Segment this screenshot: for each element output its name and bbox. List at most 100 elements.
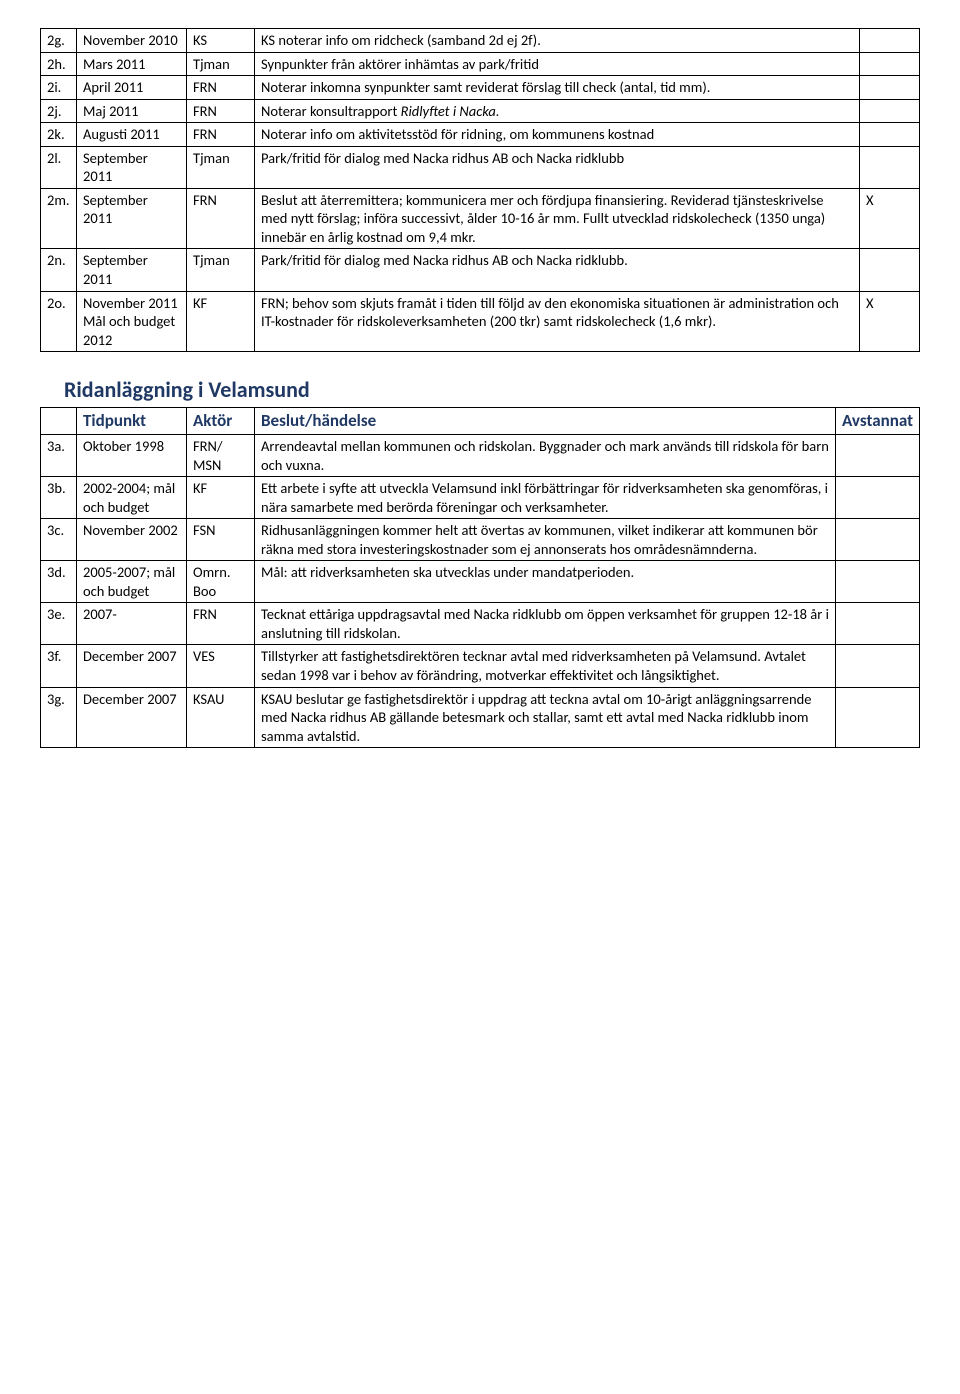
cell-id: 2m.: [41, 188, 77, 249]
cell-id: 3a.: [41, 434, 77, 476]
table-row: 2j.Maj 2011FRNNoterar konsultrapport Rid…: [41, 99, 920, 123]
cell-desc: Ett arbete i syfte att utveckla Velamsun…: [255, 477, 836, 519]
cell-actor: Omrn. Boo: [187, 561, 255, 603]
cell-id: 2l.: [41, 146, 77, 188]
table-row: 3d.2005-2007; mål och budgetOmrn. BooMål…: [41, 561, 920, 603]
table-header-row: Tidpunkt Aktör Beslut/händelse Avstannat: [41, 408, 920, 435]
table-row: 2m.September 2011FRNBeslut att återremit…: [41, 188, 920, 249]
cell-time: November 2010: [77, 29, 187, 53]
cell-flag: [860, 52, 920, 76]
cell-actor: KF: [187, 291, 255, 352]
cell-id: 2o.: [41, 291, 77, 352]
cell-actor: Tjman: [187, 146, 255, 188]
cell-desc: KSAU beslutar ge fastighetsdirektör i up…: [255, 687, 836, 748]
cell-actor: FRN: [187, 76, 255, 100]
cell-id: 3d.: [41, 561, 77, 603]
cell-time: Augusti 2011: [77, 123, 187, 147]
cell-flag: [860, 29, 920, 53]
table-row: 3g.December 2007KSAUKSAU beslutar ge fas…: [41, 687, 920, 748]
cell-desc: Noterar info om aktivitetsstöd för ridni…: [255, 123, 860, 147]
cell-id: 2h.: [41, 52, 77, 76]
table-row: 3f.December 2007VESTillstyrker att fasti…: [41, 645, 920, 687]
cell-actor: FRN: [187, 188, 255, 249]
table-2: Tidpunkt Aktör Beslut/händelse Avstannat…: [40, 407, 920, 748]
cell-time: 2005-2007; mål och budget: [77, 561, 187, 603]
cell-actor: Tjman: [187, 249, 255, 291]
cell-desc: Noterar konsultrapport Ridlyftet i Nacka…: [255, 99, 860, 123]
table-1: 2g.November 2010KSKS noterar info om rid…: [40, 28, 920, 352]
cell-flag: [860, 146, 920, 188]
table-row: 3a.Oktober 1998FRN/ MSNArrendeavtal mell…: [41, 434, 920, 476]
cell-desc: Tecknat ettåriga uppdragsavtal med Nacka…: [255, 603, 836, 645]
cell-id: 2g.: [41, 29, 77, 53]
cell-desc: KS noterar info om ridcheck (samband 2d …: [255, 29, 860, 53]
cell-actor: FRN/ MSN: [187, 434, 255, 476]
cell-time: 2002-2004; mål och budget: [77, 477, 187, 519]
cell-actor: FRN: [187, 603, 255, 645]
cell-flag: [836, 477, 920, 519]
cell-id: 2i.: [41, 76, 77, 100]
italic-text: Ridlyftet i Nacka.: [401, 102, 500, 120]
cell-flag: [860, 99, 920, 123]
cell-time: December 2007: [77, 645, 187, 687]
cell-id: 2k.: [41, 123, 77, 147]
cell-desc: FRN; behov som skjuts framåt i tiden til…: [255, 291, 860, 352]
section-title: Ridanläggning i Velamsund: [64, 376, 920, 403]
cell-flag: [836, 561, 920, 603]
cell-actor: KS: [187, 29, 255, 53]
cell-time: September 2011: [77, 146, 187, 188]
table-row: 2h.Mars 2011TjmanSynpunkter från aktörer…: [41, 52, 920, 76]
cell-actor: VES: [187, 645, 255, 687]
cell-actor: FRN: [187, 123, 255, 147]
cell-desc: Ridhusanläggningen kommer helt att övert…: [255, 519, 836, 561]
table-row: 3b.2002-2004; mål och budgetKFEtt arbete…: [41, 477, 920, 519]
cell-actor: FRN: [187, 99, 255, 123]
cell-flag: X: [860, 188, 920, 249]
cell-desc: Arrendeavtal mellan kommunen och ridskol…: [255, 434, 836, 476]
cell-id: 3f.: [41, 645, 77, 687]
cell-flag: [836, 519, 920, 561]
cell-time: Maj 2011: [77, 99, 187, 123]
header-flag: Avstannat: [836, 408, 920, 435]
cell-actor: KF: [187, 477, 255, 519]
table-row: 3c.November 2002FSNRidhusanläggningen ko…: [41, 519, 920, 561]
header-time: Tidpunkt: [77, 408, 187, 435]
cell-desc: Noterar inkomna synpunkter samt revidera…: [255, 76, 860, 100]
cell-flag: [860, 123, 920, 147]
cell-flag: [836, 645, 920, 687]
cell-time: November 2002: [77, 519, 187, 561]
cell-time: Mars 2011: [77, 52, 187, 76]
cell-desc: Mål: att ridverksamheten ska utvecklas u…: [255, 561, 836, 603]
table-row: 2o.November 2011 Mål och budget 2012KFFR…: [41, 291, 920, 352]
cell-time: April 2011: [77, 76, 187, 100]
header-actor: Aktör: [187, 408, 255, 435]
cell-desc: Beslut att återremittera; kommunicera me…: [255, 188, 860, 249]
cell-desc: Park/fritid för dialog med Nacka ridhus …: [255, 146, 860, 188]
cell-time: September 2011: [77, 249, 187, 291]
cell-flag: [860, 76, 920, 100]
cell-flag: [860, 249, 920, 291]
cell-id: 3c.: [41, 519, 77, 561]
cell-time: September 2011: [77, 188, 187, 249]
cell-actor: KSAU: [187, 687, 255, 748]
table-row: 2l.September 2011TjmanPark/fritid för di…: [41, 146, 920, 188]
cell-id: 3g.: [41, 687, 77, 748]
cell-actor: Tjman: [187, 52, 255, 76]
cell-actor: FSN: [187, 519, 255, 561]
cell-desc: Synpunkter från aktörer inhämtas av park…: [255, 52, 860, 76]
cell-time: 2007-: [77, 603, 187, 645]
cell-id: 2n.: [41, 249, 77, 291]
cell-flag: [836, 434, 920, 476]
cell-time: November 2011 Mål och budget 2012: [77, 291, 187, 352]
cell-flag: X: [860, 291, 920, 352]
cell-id: 3e.: [41, 603, 77, 645]
header-blank: [41, 408, 77, 435]
cell-flag: [836, 603, 920, 645]
table-row: 2g.November 2010KSKS noterar info om rid…: [41, 29, 920, 53]
table-row: 2n.September 2011TjmanPark/fritid för di…: [41, 249, 920, 291]
cell-time: December 2007: [77, 687, 187, 748]
table-row: 2k.Augusti 2011FRNNoterar info om aktivi…: [41, 123, 920, 147]
cell-id: 3b.: [41, 477, 77, 519]
table-row: 2i.April 2011FRNNoterar inkomna synpunkt…: [41, 76, 920, 100]
table-row: 3e.2007-FRNTecknat ettåriga uppdragsavta…: [41, 603, 920, 645]
